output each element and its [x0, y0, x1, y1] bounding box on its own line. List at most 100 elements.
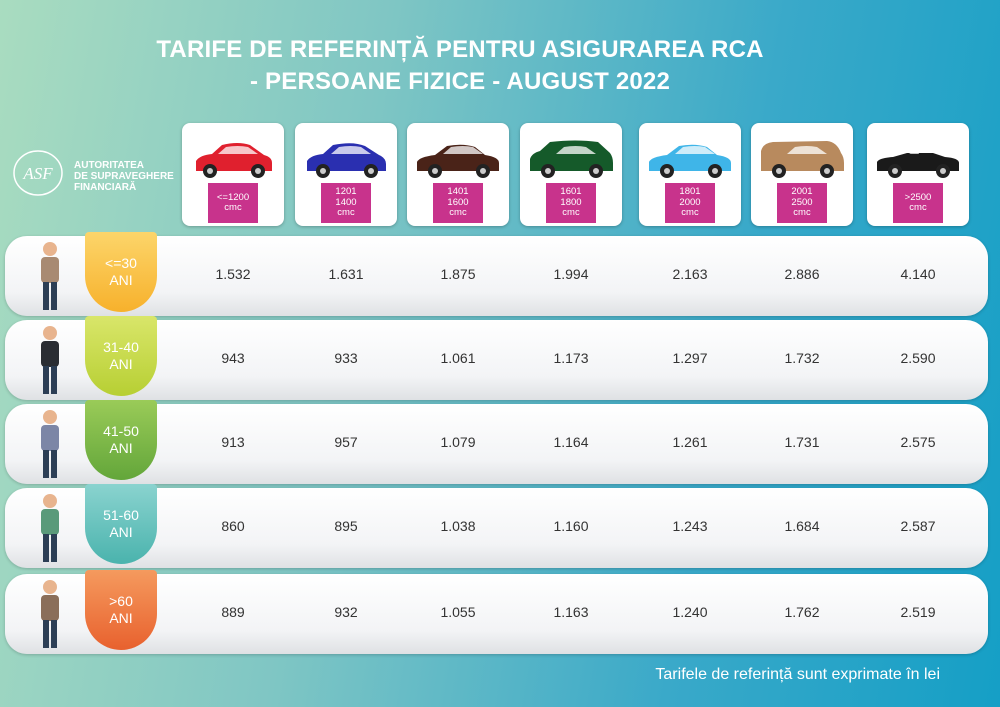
- person-part: [43, 410, 57, 424]
- car-icon: [417, 144, 499, 178]
- person-part: [41, 341, 59, 367]
- engine-size-line: 2000: [679, 196, 701, 208]
- age-badge: 51-60 ANI: [85, 484, 157, 564]
- car-card: 1201 1400 cmc: [295, 123, 397, 226]
- engine-size-line: cmc: [681, 207, 699, 219]
- engine-size-label: 2001 2500 cmc: [777, 183, 827, 223]
- engine-size-line: 1401: [447, 186, 469, 198]
- age-label: ANI: [109, 272, 133, 288]
- engine-size-label: <=1200 cmc: [208, 183, 258, 223]
- car-window: [556, 146, 596, 154]
- engine-size-label: >2500 cmc: [893, 183, 943, 223]
- age-label: 31-40: [103, 339, 139, 355]
- car-icon: [307, 143, 386, 178]
- car-body: [307, 143, 386, 171]
- tariff-value: 1.160: [553, 518, 589, 534]
- person-icon: [41, 580, 59, 648]
- age-badge: <=30 ANI: [85, 232, 157, 312]
- tariff-value: 957: [334, 434, 358, 450]
- person-part: [51, 620, 57, 648]
- age-label: >60: [109, 593, 133, 609]
- car-icon: [649, 144, 731, 178]
- person-part: [43, 534, 49, 562]
- car-hub: [664, 168, 670, 174]
- tariff-value: 1.243: [672, 518, 708, 534]
- car-card: 1601 1800 cmc: [520, 123, 622, 226]
- person-part: [43, 620, 49, 648]
- engine-size-label: 1201 1400 cmc: [321, 183, 371, 223]
- engine-size-line: <=1200: [216, 191, 250, 203]
- tariff-value: 2.590: [900, 350, 936, 366]
- age-badge: 31-40 ANI: [85, 316, 157, 396]
- tariff-value: 1.875: [440, 266, 476, 282]
- person-part: [41, 509, 59, 535]
- tariff-value: 1.532: [215, 266, 251, 282]
- car-hub: [892, 168, 898, 174]
- car-hub: [776, 168, 782, 174]
- engine-size-line: 1400: [335, 196, 357, 208]
- title-line: - PERSOANE FIZICE - AUGUST 2022: [249, 68, 671, 95]
- logo-line: AUTORITATEA: [74, 160, 144, 171]
- car-window: [443, 146, 483, 154]
- tariff-value: 1.079: [440, 434, 476, 450]
- tariff-value: 889: [221, 604, 245, 620]
- person-icon: [41, 410, 59, 478]
- car-window: [218, 146, 258, 154]
- engine-size-label: 1801 2000 cmc: [665, 183, 715, 223]
- engine-size-line: 2001: [791, 186, 813, 198]
- tariff-value: 1.731: [784, 434, 820, 450]
- table-row: 31-40 ANI 943 933 1.061 1.173 1.297 1.732 2.590: [5, 316, 988, 400]
- person-part: [41, 595, 59, 621]
- engine-size-line: cmc: [909, 202, 927, 213]
- person-icon: [41, 326, 59, 394]
- logo-mark: ASF: [13, 150, 63, 196]
- engine-size-label: 1401 1600 cmc: [433, 183, 483, 223]
- engine-size-line: 1801: [679, 186, 701, 198]
- tariff-value: 1.038: [440, 518, 476, 534]
- age-badge: 41-50 ANI: [85, 400, 157, 480]
- tariff-value: 2.587: [900, 518, 936, 534]
- logo-mark-text: ASF: [22, 164, 53, 183]
- car-icon: [530, 140, 613, 178]
- tariff-value: 932: [334, 604, 358, 620]
- car-hub: [368, 168, 374, 174]
- age-label: ANI: [109, 610, 133, 626]
- tariff-value: 1.061: [440, 350, 476, 366]
- person-part: [43, 450, 49, 478]
- tariff-value: 913: [221, 434, 245, 450]
- tariff-value: 943: [221, 350, 245, 366]
- age-label: 51-60: [103, 507, 139, 523]
- car-icon: [877, 149, 959, 178]
- car-window: [909, 149, 919, 154]
- car-hub: [480, 168, 486, 174]
- car-window: [331, 146, 371, 154]
- car-body: [530, 140, 613, 171]
- car-card: 1401 1600 cmc: [407, 123, 509, 226]
- engine-size-label: 1601 1800 cmc: [546, 183, 596, 223]
- car-hub: [320, 168, 326, 174]
- table-row: >60 ANI 889 932 1.055 1.163 1.240 1.762 2.519: [5, 570, 988, 654]
- tariff-value: 1.994: [553, 266, 589, 282]
- tariff-value: 1.163: [553, 604, 589, 620]
- engine-size-line: cmc: [337, 207, 355, 219]
- engine-size-line: 2500: [791, 196, 813, 208]
- person-part: [51, 534, 57, 562]
- car-icon: [196, 143, 272, 178]
- car-card: 2001 2500 cmc: [751, 123, 853, 226]
- tariff-value: 1.164: [553, 434, 589, 450]
- car-hub: [207, 168, 213, 174]
- car-hub: [712, 168, 718, 174]
- tariff-value: 4.140: [900, 266, 936, 282]
- person-part: [43, 282, 49, 310]
- tariff-value: 1.240: [672, 604, 708, 620]
- logo-ring: [13, 150, 63, 196]
- logo: ASF AUTORITATEA DE SUPRAVEGHERE FINANCIA…: [8, 148, 178, 198]
- person-part: [43, 580, 57, 594]
- tariff-value: 1.732: [784, 350, 820, 366]
- tariff-value: 2.163: [672, 266, 708, 282]
- tariff-value: 895: [334, 518, 358, 534]
- car-icon: [761, 141, 844, 178]
- person-part: [43, 326, 57, 340]
